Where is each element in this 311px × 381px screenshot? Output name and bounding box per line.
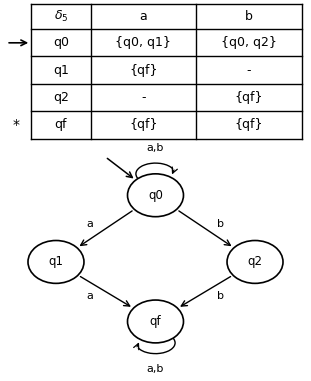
- Text: {q0, q1}: {q0, q1}: [115, 36, 171, 49]
- Text: {qf}: {qf}: [235, 91, 263, 104]
- Circle shape: [128, 174, 183, 217]
- Text: {qf}: {qf}: [235, 118, 263, 131]
- Text: {qf}: {qf}: [129, 64, 158, 77]
- Text: q2: q2: [53, 91, 69, 104]
- Text: q2: q2: [248, 255, 262, 269]
- Text: -: -: [141, 91, 146, 104]
- Text: q1: q1: [49, 255, 63, 269]
- Text: {qf}: {qf}: [129, 118, 158, 131]
- Text: a: a: [87, 219, 94, 229]
- Text: -: -: [247, 64, 251, 77]
- Circle shape: [28, 240, 84, 283]
- Text: a: a: [140, 10, 147, 23]
- Text: b: b: [217, 219, 224, 229]
- Text: a,b: a,b: [147, 143, 164, 153]
- Text: b: b: [217, 291, 224, 301]
- Text: qf: qf: [150, 315, 161, 328]
- Text: $\delta_5$: $\delta_5$: [53, 9, 68, 24]
- Text: qf: qf: [55, 118, 67, 131]
- Text: a,b: a,b: [147, 363, 164, 374]
- Text: *: *: [12, 118, 19, 132]
- Circle shape: [227, 240, 283, 283]
- Text: a: a: [87, 291, 94, 301]
- Text: q0: q0: [148, 189, 163, 202]
- Circle shape: [128, 300, 183, 343]
- Text: {q0, q2}: {q0, q2}: [221, 36, 277, 49]
- Text: q1: q1: [53, 64, 69, 77]
- Text: q0: q0: [53, 36, 69, 49]
- Text: b: b: [245, 10, 253, 23]
